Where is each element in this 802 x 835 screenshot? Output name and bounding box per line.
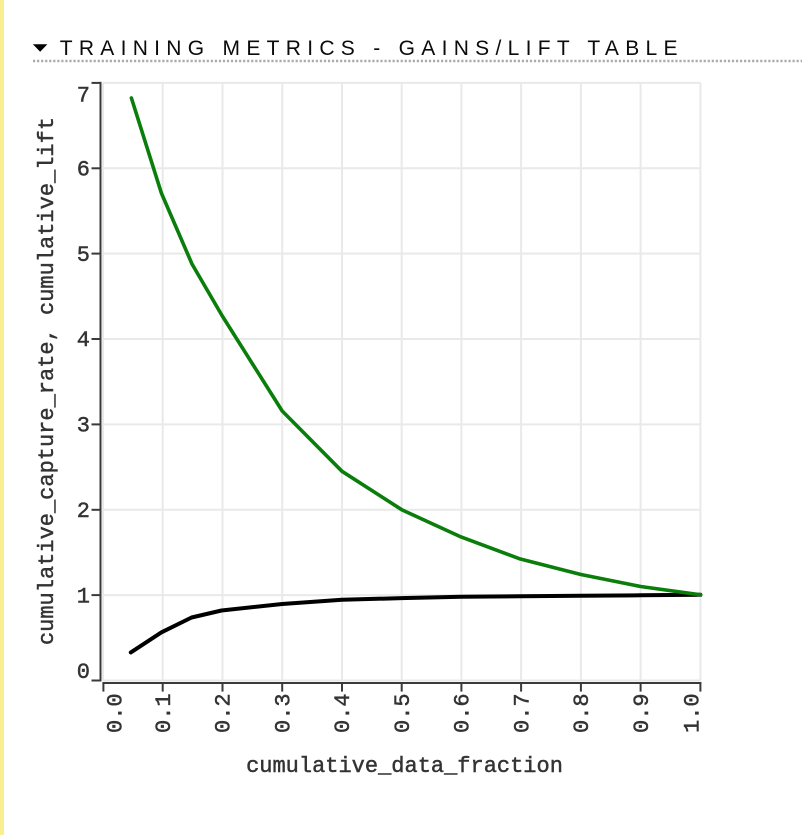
svg-text:0.1: 0.1 [152,693,177,733]
svg-text:0.6: 0.6 [451,693,476,733]
svg-text:4: 4 [77,328,90,353]
svg-text:0.4: 0.4 [331,693,356,733]
svg-text:5: 5 [77,243,90,268]
svg-text:cumulative_data_fraction: cumulative_data_fraction [246,754,563,779]
svg-text:7: 7 [77,84,90,109]
svg-text:cumulative_capture_rate, cumul: cumulative_capture_rate, cumulative_lift [35,117,60,645]
svg-text:6: 6 [77,158,90,183]
svg-text:2: 2 [77,499,90,524]
svg-text:0.2: 0.2 [212,693,237,733]
svg-text:1: 1 [77,584,90,609]
svg-text:0.5: 0.5 [391,693,416,733]
svg-text:0.8: 0.8 [570,693,595,733]
svg-text:0: 0 [77,660,90,685]
svg-text:3: 3 [77,414,90,439]
svg-text:0.9: 0.9 [630,693,655,733]
svg-text:1.0: 1.0 [681,693,706,733]
svg-text:0.0: 0.0 [104,693,129,733]
svg-text:0.7: 0.7 [510,693,535,733]
svg-text:0.3: 0.3 [272,693,297,733]
